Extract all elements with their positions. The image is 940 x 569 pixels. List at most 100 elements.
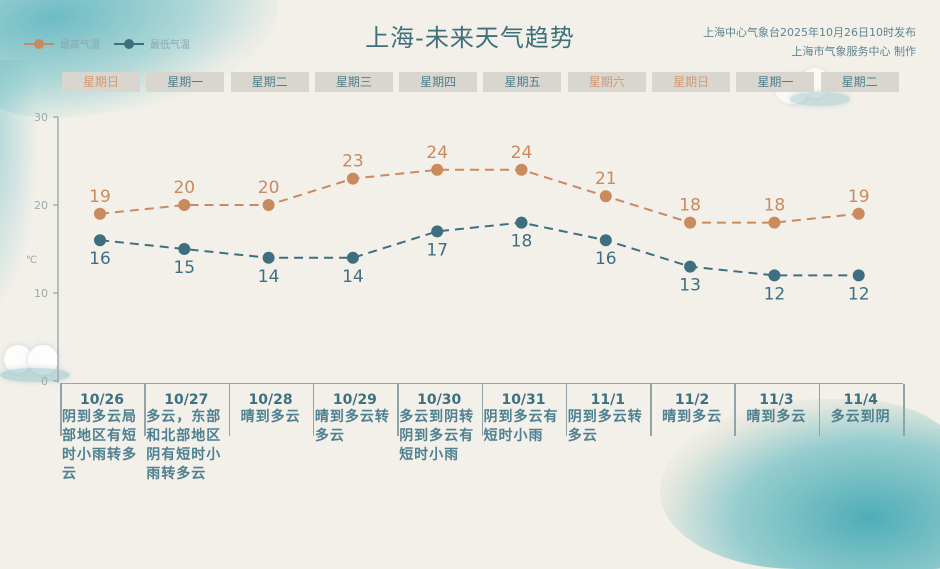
low-temp-label: 15 bbox=[173, 258, 195, 278]
high-temp-label: 24 bbox=[511, 143, 533, 163]
low-temp-point bbox=[94, 234, 106, 247]
weekday-label: 星期四 bbox=[399, 72, 478, 92]
legend-line-low-icon bbox=[114, 38, 144, 49]
high-temp-point bbox=[94, 207, 106, 220]
column-divider bbox=[60, 384, 62, 436]
source-info: 上海中心气象台2025年10月26日10时发布 上海市气象服务中心 制作 bbox=[703, 23, 916, 61]
legend-label-high: 最高气温 bbox=[60, 40, 100, 51]
high-temp-point bbox=[684, 216, 697, 229]
low-temp-point bbox=[684, 260, 697, 273]
forecast-date: 10/30 bbox=[417, 392, 462, 408]
high-temp-point bbox=[852, 207, 865, 220]
forecast-column: 10/29 晴到多云转多云 bbox=[312, 384, 397, 446]
low-temp-point bbox=[346, 251, 359, 264]
high-temp-label: 19 bbox=[89, 187, 111, 207]
low-temp-label: 16 bbox=[89, 249, 111, 269]
legend-label-low: 最低气温 bbox=[150, 40, 190, 51]
column-divider bbox=[144, 384, 146, 436]
y-tick-label: 10 bbox=[34, 287, 48, 300]
high-temp-point bbox=[599, 190, 612, 203]
temperature-chart: 0 10 20 30 ℃ 19 20 20 23 24 24 21 18 18 19 16 15 14 14 17 18… bbox=[26, 111, 870, 388]
legend-line-high-icon bbox=[24, 38, 54, 49]
forecast-column: 10/28 晴到多云 bbox=[228, 384, 313, 436]
low-temp-point bbox=[515, 216, 528, 229]
forecast-column: 10/31 阴到多云有短时小雨 bbox=[481, 384, 566, 446]
forecast-date: 10/31 bbox=[501, 392, 546, 408]
forecast-column: 10/27 多云，东部和北部地区阴有短时小雨转多云 bbox=[144, 384, 228, 484]
low-temp-point bbox=[768, 269, 781, 282]
chart-title: 上海-未来天气趋势 bbox=[365, 24, 575, 52]
forecast-weather: 晴到多云 bbox=[240, 409, 301, 425]
source-producer-line: 上海市气象服务中心 制作 bbox=[791, 45, 917, 58]
high-temp-point bbox=[178, 199, 191, 211]
forecast-column: 11/1 阴到多云转多云 bbox=[565, 384, 650, 446]
legend-item-low: 最低气温 bbox=[114, 36, 190, 51]
low-temp-label: 16 bbox=[595, 249, 617, 269]
forecast-table: 10/26 阴到多云局部地区有短时小雨转多云 10/27 多云，东部和北部地区阴有短时… bbox=[60, 383, 905, 482]
low-temp-line bbox=[99, 221, 859, 277]
column-divider bbox=[734, 384, 736, 436]
forecast-weather: 多云，东部和北部地区阴有短时小雨转多云 bbox=[146, 409, 222, 482]
high-temp-point bbox=[346, 172, 359, 185]
weekday-label: 星期一 bbox=[736, 72, 815, 92]
high-temp-label: 20 bbox=[258, 178, 280, 198]
high-temp-label: 19 bbox=[848, 187, 870, 207]
weekday-header-row: 星期日 星期一 星期二 星期三 星期四 星期五 星期六 星期日 星期一 星期二 bbox=[62, 72, 905, 92]
forecast-date: 10/28 bbox=[248, 392, 293, 408]
weekday-label: 星期二 bbox=[820, 72, 899, 92]
y-tick-label: 30 bbox=[34, 111, 48, 124]
forecast-column: 10/26 阴到多云局部地区有短时小雨转多云 bbox=[60, 384, 144, 484]
weekday-label: 星期二 bbox=[230, 72, 309, 92]
weekday-label: 星期一 bbox=[146, 72, 225, 92]
forecast-column: 10/30 多云到阴转阴到多云有短时小雨 bbox=[397, 384, 481, 465]
low-temp-label: 17 bbox=[426, 240, 448, 260]
high-temp-line bbox=[99, 168, 859, 224]
forecast-date: 10/27 bbox=[164, 392, 209, 408]
low-temp-label: 18 bbox=[511, 232, 533, 252]
column-divider bbox=[397, 384, 399, 436]
high-temp-label: 24 bbox=[426, 143, 448, 163]
forecast-date: 11/3 bbox=[759, 392, 794, 408]
high-temp-point bbox=[515, 163, 528, 176]
forecast-date: 11/1 bbox=[590, 392, 625, 408]
forecast-date: 11/4 bbox=[843, 392, 878, 408]
forecast-weather: 晴到多云 bbox=[662, 409, 723, 425]
low-temp-point bbox=[599, 234, 612, 247]
weekday-label: 星期日 bbox=[62, 72, 140, 92]
forecast-column: 11/4 多云到阴 bbox=[818, 384, 903, 436]
weekday-label: 星期五 bbox=[483, 72, 562, 92]
y-tick-label: 20 bbox=[34, 199, 48, 212]
high-temp-point bbox=[431, 163, 444, 176]
low-temp-label: 12 bbox=[848, 284, 870, 304]
column-divider bbox=[818, 384, 821, 436]
column-divider bbox=[903, 384, 905, 436]
forecast-column: 11/2 晴到多云 bbox=[650, 384, 734, 436]
low-temp-point bbox=[852, 269, 865, 282]
chart-legend: 最高气温 最低气温 bbox=[24, 36, 204, 51]
low-temp-label: 14 bbox=[258, 267, 280, 287]
high-temp-point bbox=[262, 199, 275, 211]
forecast-weather: 多云到阴 bbox=[830, 409, 891, 425]
low-temp-point bbox=[262, 251, 275, 264]
forecast-weather: 阴到多云有短时小雨 bbox=[483, 409, 559, 444]
legend-item-high: 最高气温 bbox=[24, 36, 100, 51]
high-temp-label: 23 bbox=[342, 152, 364, 172]
weekday-label: 星期三 bbox=[314, 72, 393, 92]
y-tick-label: 0 bbox=[41, 375, 48, 388]
source-publish-line: 上海中心气象台2025年10月26日10时发布 bbox=[703, 26, 916, 39]
column-divider bbox=[228, 384, 231, 436]
low-temp-point bbox=[178, 243, 191, 255]
low-temp-point bbox=[431, 225, 444, 238]
forecast-weather: 阴到多云转多云 bbox=[567, 409, 643, 444]
forecast-date: 11/2 bbox=[674, 392, 710, 408]
high-temp-label: 20 bbox=[173, 178, 195, 198]
column-divider bbox=[481, 384, 483, 436]
low-temp-label: 13 bbox=[679, 276, 701, 296]
column-divider bbox=[650, 384, 652, 436]
column-divider bbox=[565, 384, 568, 436]
low-temp-label: 14 bbox=[342, 267, 364, 287]
forecast-date: 10/29 bbox=[332, 392, 377, 408]
forecast-weather: 多云到阴转阴到多云有短时小雨 bbox=[399, 409, 475, 463]
watercolor-decoration-left bbox=[0, 60, 40, 320]
high-temp-point bbox=[768, 216, 781, 229]
